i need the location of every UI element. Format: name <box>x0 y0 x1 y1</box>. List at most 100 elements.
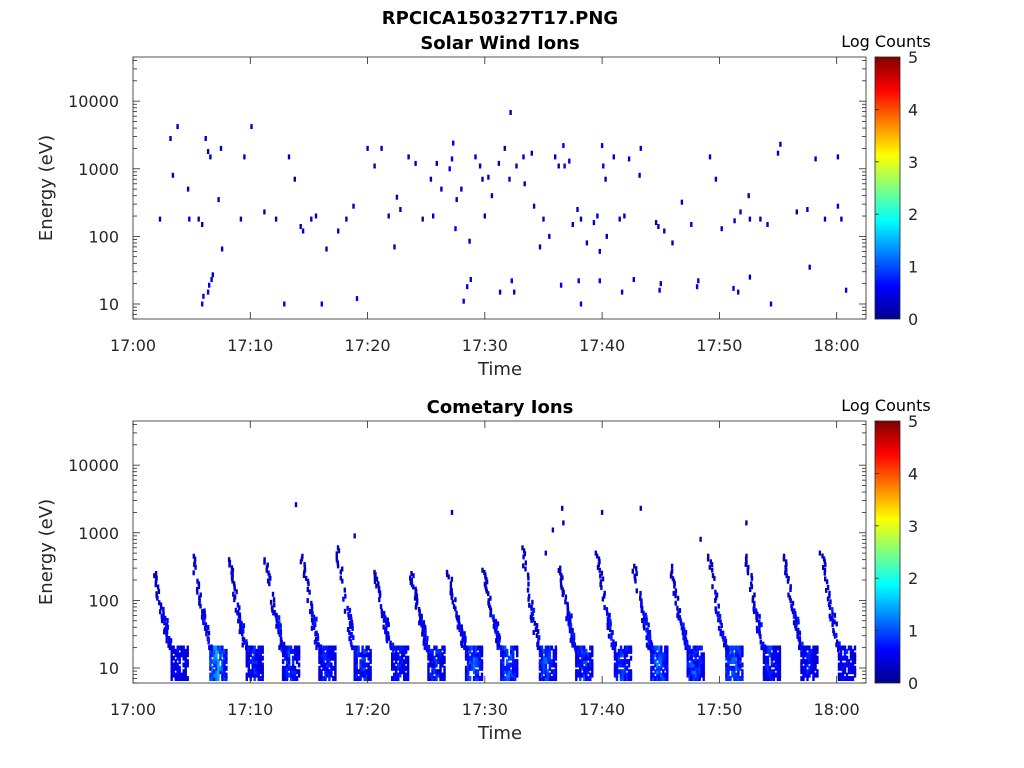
heatmap-cell <box>658 669 661 675</box>
heatmap-cell <box>295 652 299 658</box>
heatmap-cell <box>206 636 209 642</box>
heatmap-cell <box>320 669 323 675</box>
heatmap-cell <box>795 622 798 628</box>
heatmap-cell <box>219 645 222 651</box>
heatmap-cell <box>399 648 402 654</box>
heatmap-cell <box>245 655 248 661</box>
heatmap-cell <box>285 662 289 668</box>
heatmap-cell <box>353 672 356 678</box>
heatmap-cell <box>332 676 335 681</box>
heatmap-cell <box>350 642 353 648</box>
heatmap-cell <box>215 662 218 668</box>
heatmap-cell <box>182 669 185 675</box>
heatmap-cell <box>540 655 544 661</box>
heatmap-cell <box>399 645 402 651</box>
heatmap-cell <box>334 645 337 651</box>
heatmap-cell <box>698 645 701 651</box>
heatmap-cell <box>306 578 310 584</box>
heatmap-cell <box>243 639 246 645</box>
x-tick-label: 17:10 <box>227 336 273 355</box>
heatmap-cell <box>464 655 468 661</box>
heatmap-cell <box>646 632 649 638</box>
heatmap-cell <box>251 659 254 665</box>
heatmap-cell <box>165 629 169 635</box>
heatmap-cell <box>373 163 376 169</box>
heatmap-cell <box>342 596 345 602</box>
heatmap-cell <box>504 652 507 658</box>
heatmap-cell <box>723 636 727 642</box>
heatmap-cell <box>544 662 548 668</box>
heatmap-cell <box>660 659 663 665</box>
heatmap-cell <box>768 672 772 678</box>
heatmap-cell <box>180 648 183 654</box>
heatmap-cell <box>289 672 293 678</box>
heatmap-cell <box>772 648 776 654</box>
heatmap-cell <box>406 645 410 651</box>
heatmap-cell <box>287 652 291 658</box>
heatmap-cell <box>778 655 782 661</box>
heatmap-cell <box>275 623 278 629</box>
heatmap-cell <box>322 648 325 654</box>
heatmap-cell <box>575 652 578 658</box>
heatmap-cell <box>581 665 584 671</box>
panel-title-solar-wind: Solar Wind Ions <box>420 33 579 54</box>
heatmap-cell <box>760 645 763 651</box>
heatmap-cell <box>483 581 487 587</box>
heatmap-cell <box>512 665 515 671</box>
heatmap-cell <box>538 652 542 658</box>
heatmap-cell <box>391 676 394 681</box>
heatmap-cell <box>466 672 470 678</box>
heatmap-cell <box>839 645 843 651</box>
heatmap-cell <box>178 652 181 658</box>
heatmap-cell <box>277 625 280 631</box>
heatmap-cell <box>253 659 256 665</box>
heatmap-cell <box>632 277 635 282</box>
heatmap-cell <box>816 659 819 665</box>
heatmap-cell <box>642 622 645 628</box>
heatmap-cell <box>208 645 211 651</box>
heatmap-cell <box>629 669 633 675</box>
heatmap-cell <box>800 647 803 653</box>
heatmap-cell <box>587 665 590 671</box>
heatmap-cell <box>431 648 434 654</box>
heatmap-cell <box>528 602 531 608</box>
heatmap-cell <box>774 665 778 671</box>
heatmap-cell <box>474 662 478 668</box>
heatmap-cell <box>832 630 836 636</box>
heatmap-cell <box>737 665 740 671</box>
heatmap-cell <box>540 665 544 671</box>
heatmap-cell <box>692 676 695 681</box>
heatmap-cell <box>464 635 467 641</box>
heatmap-cell <box>674 588 678 594</box>
heatmap-cell <box>347 611 350 617</box>
heatmap-cell <box>750 575 754 581</box>
heatmap-cell <box>209 655 212 661</box>
heatmap-cell <box>361 648 364 654</box>
heatmap-cell <box>838 641 841 647</box>
heatmap-cell <box>680 199 684 205</box>
heatmap-cell <box>318 645 321 651</box>
heatmap-cell <box>502 662 505 668</box>
heatmap-cell <box>257 662 260 668</box>
heatmap-cell <box>554 652 558 658</box>
heatmap-cell <box>585 652 588 658</box>
heatmap-cell <box>348 630 351 635</box>
heatmap-cell <box>404 648 408 654</box>
heatmap-cell <box>359 669 362 675</box>
heatmap-cell <box>583 655 586 661</box>
heatmap-cell <box>810 662 813 668</box>
heatmap-cell <box>393 662 396 668</box>
heatmap-cell <box>843 652 847 658</box>
heatmap-cell <box>619 652 623 658</box>
heatmap-cell <box>579 216 583 222</box>
heatmap-cell <box>209 659 212 665</box>
heatmap-cell <box>443 676 446 681</box>
heatmap-cell <box>365 672 368 678</box>
heatmap-cell <box>289 645 293 651</box>
heatmap-cell <box>639 145 642 151</box>
heatmap-cell <box>249 648 252 654</box>
heatmap-cell <box>737 655 740 661</box>
heatmap-cell <box>562 520 565 526</box>
heatmap-cell <box>483 213 486 219</box>
heatmap-cell <box>345 216 348 222</box>
